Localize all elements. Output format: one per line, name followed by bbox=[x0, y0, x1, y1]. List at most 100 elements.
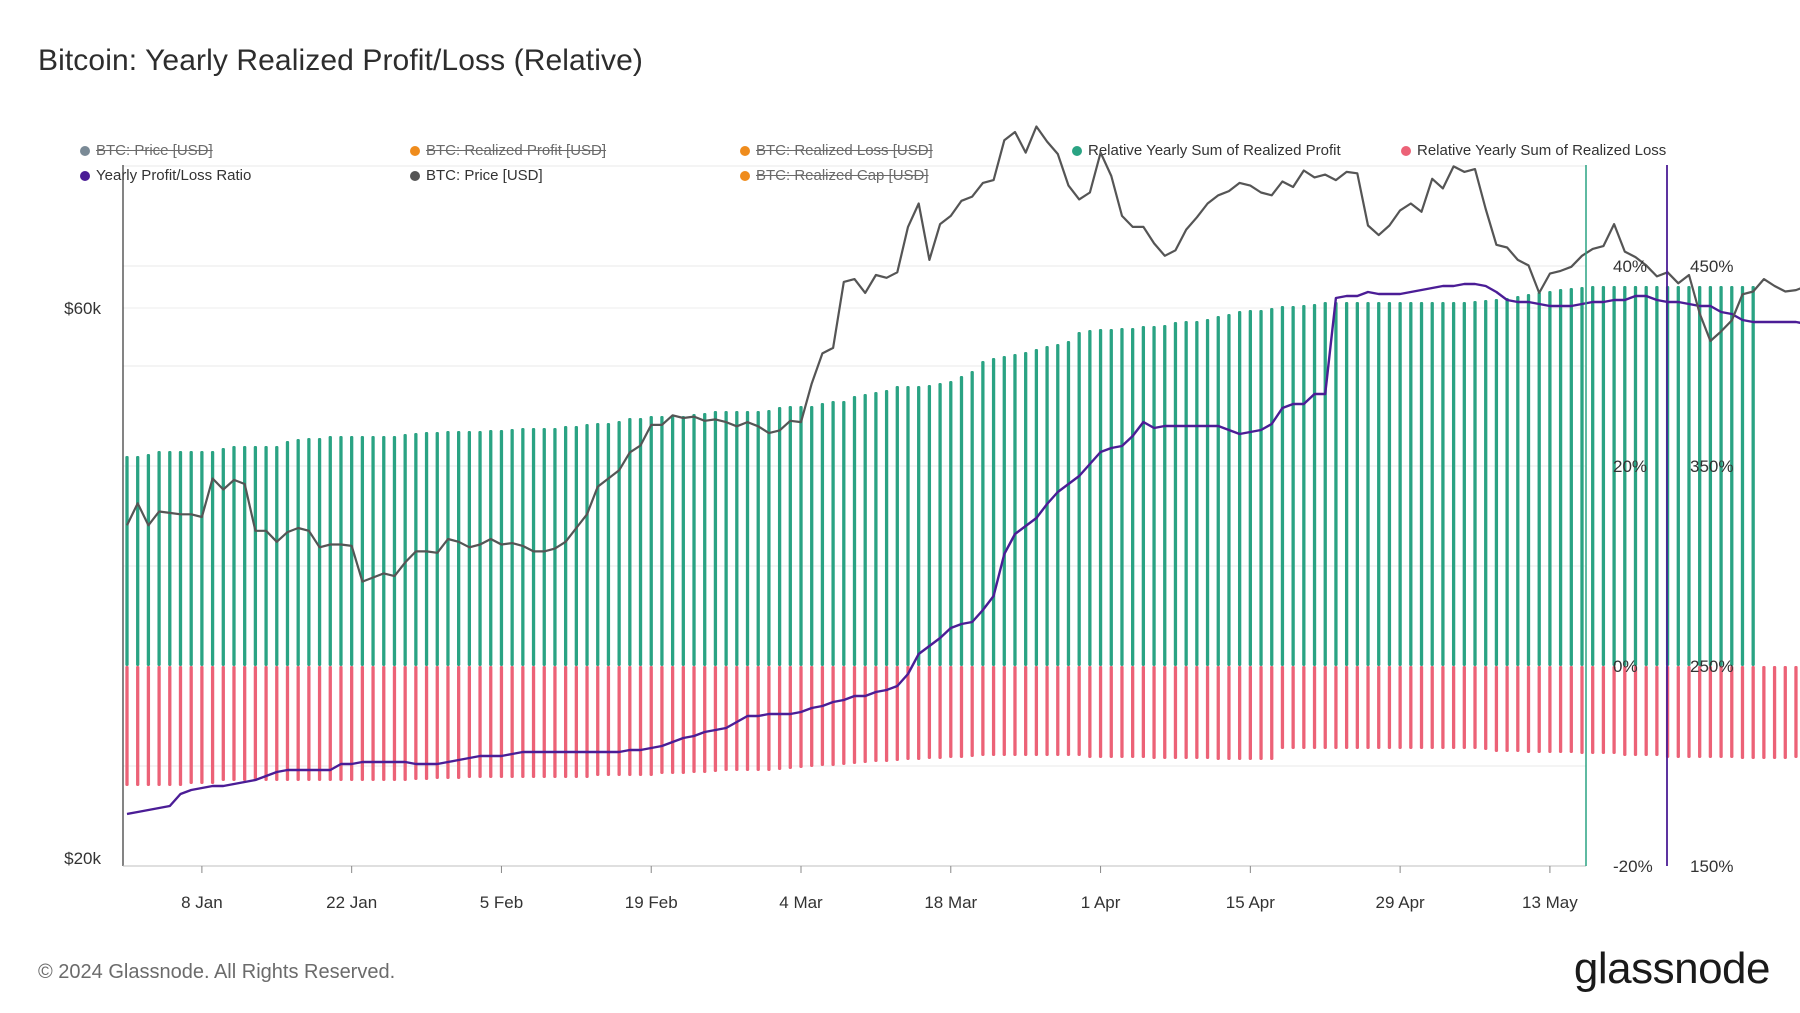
chart-title: Bitcoin: Yearly Realized Profit/Loss (Re… bbox=[38, 44, 643, 77]
profit-bar bbox=[981, 361, 985, 666]
loss-bar bbox=[499, 666, 504, 778]
loss-bar bbox=[1772, 666, 1777, 759]
profit-bar bbox=[1484, 300, 1488, 666]
loss-bar bbox=[1751, 666, 1755, 759]
loss-bar bbox=[1740, 666, 1745, 759]
profit-bar bbox=[499, 430, 504, 666]
x-tick-label: 22 Jan bbox=[326, 893, 377, 912]
loss-bar bbox=[1387, 666, 1392, 749]
x-tick-label: 15 Apr bbox=[1226, 893, 1275, 912]
profit-bar bbox=[1644, 286, 1648, 666]
loss-bar bbox=[403, 666, 407, 781]
legend-item-relative-profit[interactable]: Relative Yearly Sum of Realized Profit bbox=[1072, 142, 1341, 159]
profit-bar bbox=[703, 413, 707, 666]
price-tick-label: $60k bbox=[64, 299, 101, 318]
loss-bar bbox=[1056, 666, 1060, 756]
loss-bar bbox=[157, 666, 161, 786]
legend-item-realized-loss[interactable]: BTC: Realized Loss [USD] bbox=[740, 142, 933, 159]
profit-bar bbox=[542, 428, 546, 666]
legend-item-realized-cap[interactable]: BTC: Realized Cap [USD] bbox=[740, 167, 929, 184]
loss-bar bbox=[681, 666, 685, 774]
profit-bar bbox=[660, 416, 664, 666]
copyright-text: © 2024 Glassnode. All Rights Reserved. bbox=[38, 961, 396, 983]
profit-bar bbox=[168, 451, 172, 666]
legend-item-relative-loss[interactable]: Relative Yearly Sum of Realized Loss bbox=[1401, 142, 1666, 159]
loss-bar bbox=[189, 666, 193, 784]
loss-bar bbox=[981, 666, 985, 756]
legend-item-btc-price[interactable]: BTC: Price [USD] bbox=[410, 167, 543, 184]
loss-bar bbox=[842, 666, 846, 765]
loss-bar bbox=[1344, 666, 1349, 749]
loss-bar bbox=[788, 666, 792, 769]
profit-bar bbox=[649, 416, 653, 666]
profit-bar bbox=[1131, 328, 1135, 666]
profit-bar bbox=[1730, 286, 1734, 666]
legend-label: BTC: Realized Profit [USD] bbox=[426, 142, 607, 159]
loss-bar bbox=[243, 666, 247, 781]
loss-bar bbox=[296, 666, 300, 781]
profit-bar bbox=[574, 426, 578, 666]
profit-bar bbox=[820, 403, 825, 666]
profit-bar bbox=[959, 376, 964, 666]
loss-bar bbox=[1591, 666, 1595, 754]
profit-bar bbox=[435, 432, 439, 666]
loss-bar bbox=[414, 666, 418, 780]
profit-bar bbox=[970, 371, 974, 666]
legend-item-btc-price-grey[interactable]: BTC: Price [USD] bbox=[80, 142, 213, 159]
profit-bar bbox=[670, 416, 675, 666]
loss-bar bbox=[531, 666, 536, 778]
profit-bar bbox=[799, 406, 803, 666]
loss-bar bbox=[542, 666, 546, 778]
profit-bar bbox=[531, 428, 536, 666]
loss-bar bbox=[1687, 666, 1691, 758]
profit-bar bbox=[360, 436, 365, 666]
loss-bar bbox=[927, 666, 932, 759]
loss-bar bbox=[1398, 666, 1402, 749]
profit-bar bbox=[756, 411, 760, 666]
loss-bar bbox=[1109, 666, 1113, 758]
loss-bar bbox=[1762, 666, 1766, 759]
profit-bar bbox=[949, 381, 953, 666]
loss-bar bbox=[221, 666, 225, 781]
profit-bar bbox=[1173, 322, 1178, 666]
profit-bar bbox=[1098, 329, 1103, 666]
loss-bar bbox=[478, 666, 482, 778]
loss-bar bbox=[1259, 666, 1263, 760]
loss-bar bbox=[1152, 666, 1156, 759]
pct-tick-label: 20% bbox=[1613, 457, 1647, 476]
loss-bar bbox=[660, 666, 664, 774]
profit-bar bbox=[927, 385, 932, 666]
loss-bar bbox=[1045, 666, 1049, 756]
loss-bar bbox=[285, 666, 290, 781]
loss-bar bbox=[521, 666, 525, 778]
profit-bar bbox=[1163, 325, 1167, 666]
legend-label: Relative Yearly Sum of Realized Profit bbox=[1088, 142, 1341, 159]
glassnode-logo[interactable]: glassnode bbox=[1573, 944, 1771, 993]
loss-bar bbox=[1676, 666, 1680, 758]
loss-bar bbox=[1141, 666, 1146, 758]
legend-label: BTC: Realized Cap [USD] bbox=[756, 167, 929, 184]
loss-bar bbox=[1312, 666, 1317, 749]
profit-bar bbox=[489, 430, 493, 666]
profit-bar bbox=[1505, 298, 1509, 666]
loss-bar bbox=[938, 666, 942, 759]
loss-bar bbox=[1280, 666, 1285, 749]
loss-bar bbox=[949, 666, 953, 758]
legend-item-realized-profit[interactable]: BTC: Realized Profit [USD] bbox=[410, 142, 606, 159]
profit-bar bbox=[628, 418, 632, 666]
loss-bar bbox=[168, 666, 172, 786]
loss-bar bbox=[703, 666, 707, 773]
loss-bar bbox=[1216, 666, 1220, 760]
loss-bar bbox=[253, 666, 258, 781]
loss-bar bbox=[1580, 666, 1584, 754]
profit-bar bbox=[1494, 299, 1499, 666]
profit-bar bbox=[1409, 302, 1413, 666]
loss-bar bbox=[210, 666, 215, 784]
loss-bar bbox=[136, 666, 140, 786]
profit-bar bbox=[350, 436, 354, 666]
legend-item-profit-loss-ratio[interactable]: Yearly Profit/Loss Ratio bbox=[80, 167, 251, 184]
profit-bar bbox=[1430, 302, 1434, 666]
profit-bar bbox=[424, 432, 429, 666]
loss-bar bbox=[446, 666, 450, 779]
profit-bar bbox=[553, 428, 557, 666]
